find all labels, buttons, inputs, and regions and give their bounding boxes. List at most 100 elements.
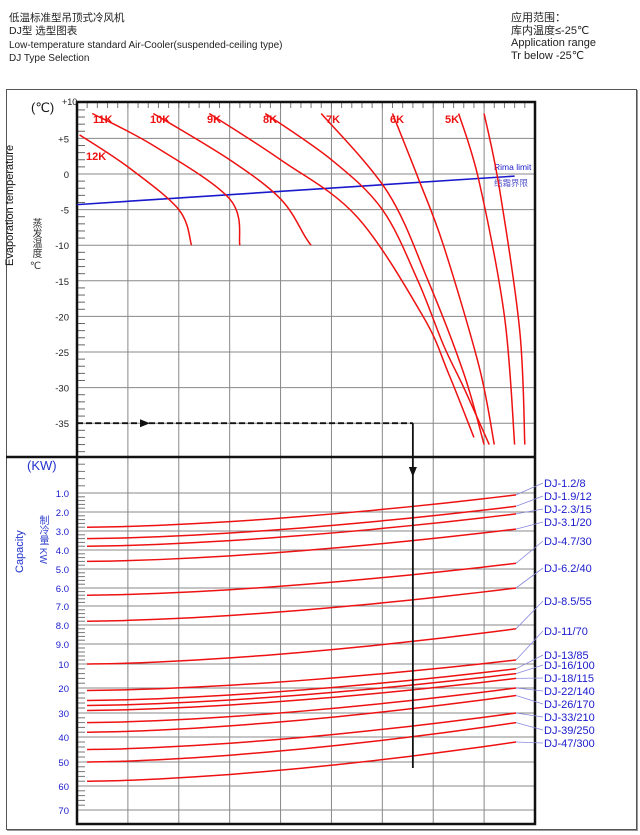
model-label: DJ-3.1/20 — [544, 517, 592, 529]
model-label: DJ-1.9/12 — [544, 491, 592, 503]
lower-axis-label-en: Capacity — [14, 530, 26, 573]
arrow-right-icon — [140, 419, 150, 428]
lower-tick-label: 2.0 — [56, 508, 69, 519]
capacity-curve — [86, 712, 517, 751]
capacity-curve — [86, 677, 517, 712]
k-curve-label: 11K — [93, 114, 113, 126]
capacity-curve — [86, 694, 517, 733]
k-curve-10k — [152, 112, 312, 246]
upper-axis-label-en: Evaporation temperature — [4, 144, 16, 266]
header-right: 应用范围： 库内温度≤-25℃ Application range Tr bel… — [511, 12, 596, 62]
k-curve-4k — [483, 113, 526, 445]
model-label: DJ-13/85 — [544, 650, 589, 662]
capacity-curve — [86, 562, 517, 596]
k-curve-6k — [391, 113, 496, 445]
k-curve-7k — [320, 112, 485, 445]
model-label: DJ-6.2/40 — [544, 563, 592, 575]
capacity-curve — [86, 528, 517, 563]
leader-line — [515, 630, 544, 661]
leader-line — [515, 482, 544, 496]
rima-limit-label-cn: 结霜界限 — [494, 178, 529, 188]
leader-line — [515, 722, 544, 731]
capacity-curve — [86, 587, 517, 622]
k-curve-label: 7K — [326, 114, 340, 126]
upper-tick-label: +5 — [58, 134, 69, 145]
header-left: 低温标准型吊顶式冷风机 DJ型 选型图表 Low-temperature sta… — [9, 12, 282, 65]
capacity-curve — [86, 628, 517, 665]
lower-tick-label: 40 — [58, 733, 69, 744]
capacity-curve — [86, 494, 517, 528]
leader-line — [515, 600, 544, 630]
k-curve-11k — [91, 112, 241, 246]
plot-border — [75, 100, 537, 826]
lower-tick-label: 60 — [58, 782, 69, 793]
leader-line — [515, 508, 544, 515]
rima-limit-line — [76, 175, 515, 206]
lower-tick-label: 20 — [58, 684, 69, 695]
k-curve-12k — [79, 134, 193, 246]
lower-unit-label: (KW) — [27, 458, 57, 473]
k-curve-9k — [208, 112, 475, 438]
leader-line — [515, 712, 544, 718]
upper-tick-label: -10 — [55, 241, 69, 252]
lower-tick-label: 5.0 — [56, 565, 69, 576]
upper-tick-label: -35 — [55, 419, 69, 430]
model-label: DJ-16/100 — [544, 660, 595, 672]
model-label: DJ-18/115 — [544, 673, 594, 685]
model-label: DJ-33/210 — [544, 712, 595, 724]
capacity-curve — [86, 505, 517, 540]
model-label: DJ-39/250 — [544, 725, 595, 737]
upper-tick-label: -15 — [55, 277, 69, 288]
k-curve-label: 5K — [445, 114, 459, 126]
title-en: Low-temperature standard Air-Cooler(susp… — [9, 40, 283, 51]
k-curve-label: 12K — [86, 151, 106, 163]
rima-limit-label-en: Rima limit — [494, 162, 532, 172]
upper-tick-label: 0 — [64, 170, 69, 181]
subtitle-cn: DJ型 选型图表 — [9, 24, 78, 37]
leader-line — [515, 687, 544, 692]
model-label: DJ-4.7/30 — [544, 536, 592, 548]
model-label: DJ-11/70 — [544, 626, 588, 638]
upper-unit-label: (℃) — [31, 100, 55, 115]
range-label-cn: 应用范围： — [511, 12, 566, 24]
k-curve-5k — [457, 113, 516, 445]
leader-line — [515, 664, 544, 674]
lower-tick-label: 6.0 — [56, 584, 69, 595]
range-value-en: Tr below -25℃ — [511, 49, 585, 62]
capacity-curve — [86, 721, 517, 763]
model-label: DJ-22/140 — [544, 686, 595, 698]
upper-axis-label-cn: 蒸发温度 ℃ — [30, 218, 41, 272]
upper-tick-label: -20 — [55, 312, 69, 323]
leader-line — [515, 567, 544, 589]
lower-tick-label: 10 — [58, 660, 69, 671]
arrow-down-icon — [408, 467, 417, 477]
capacity-curve — [86, 513, 517, 547]
leader-line — [515, 654, 544, 670]
k-curve-label: 8K — [263, 114, 277, 126]
capacity-curve — [86, 741, 517, 782]
k-curve-label: 6K — [390, 114, 404, 126]
capacity-curve — [86, 659, 517, 692]
range-value-cn: 库内温度≤-25℃ — [511, 24, 590, 37]
lower-tick-label: 30 — [58, 709, 69, 720]
upper-tick-label: +10 — [62, 97, 77, 107]
capacity-curve — [86, 672, 517, 707]
lower-tick-label: 7.0 — [56, 602, 69, 613]
title-cn: 低温标准型吊顶式冷风机 — [9, 12, 125, 24]
model-label: DJ-47/300 — [544, 738, 595, 750]
lower-tick-label: 70 — [58, 806, 69, 817]
chart-frame — [6, 89, 637, 830]
model-label: DJ-8.5/55 — [544, 596, 592, 608]
lower-tick-label: 4.0 — [56, 546, 69, 557]
model-label: DJ-2.3/15 — [544, 504, 592, 516]
lower-tick-label: 9.0 — [56, 640, 69, 651]
lower-tick-label: 8.0 — [56, 621, 69, 632]
leader-line — [515, 521, 544, 530]
upper-tick-label: -25 — [55, 348, 69, 359]
lower-tick-label: 1.0 — [56, 489, 69, 500]
capacity-curve — [86, 668, 517, 702]
lower-tick-label: 50 — [58, 758, 69, 769]
range-label-en: Application range — [511, 37, 597, 49]
lower-axis-label-cn: 制冷量 KW — [37, 515, 48, 564]
k-curve-label: 9K — [207, 114, 221, 126]
